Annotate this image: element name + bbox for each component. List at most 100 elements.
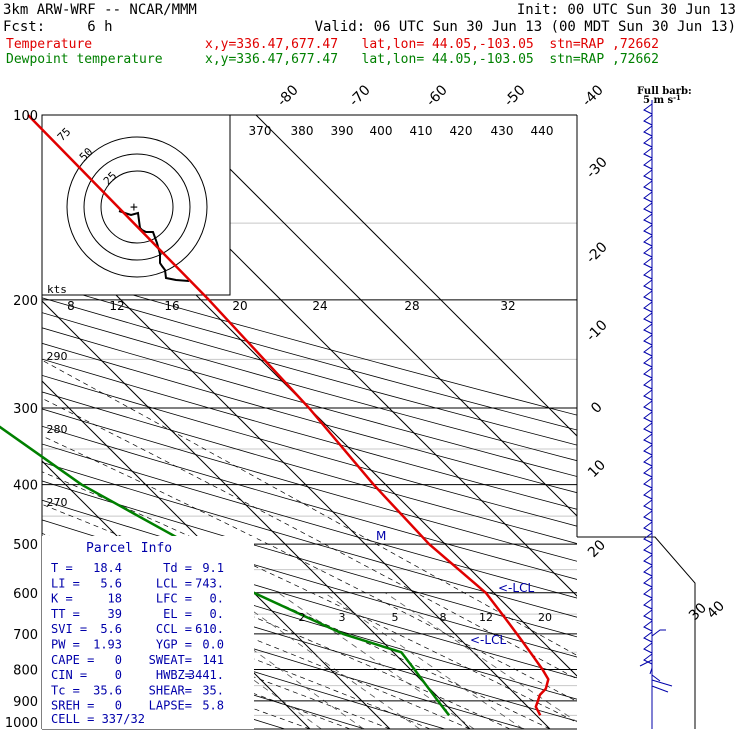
hodo-speed-label: 12: [109, 299, 124, 313]
lcl-lower-annotation: <-LCL: [470, 633, 506, 647]
wind-barb: [643, 356, 653, 368]
parcel-info-cell: 5.6: [100, 622, 122, 636]
isotherm: [42, 380, 391, 729]
hodo-speed-label: 20: [232, 299, 247, 313]
wind-barb: [643, 312, 653, 324]
isotherm-label: -40: [579, 82, 606, 109]
parcel-info-cell: T =: [51, 561, 73, 575]
theta-label: 370: [249, 124, 272, 138]
theta-label: 400: [370, 124, 393, 138]
isotherm: [42, 300, 471, 729]
wind-barb: [643, 631, 653, 643]
isotherm-label: 0: [588, 399, 606, 417]
hodo-speed-label: 16: [164, 299, 179, 313]
pressure-label: 500: [13, 538, 38, 553]
wind-barb: [649, 667, 653, 675]
isotherm-label: -80: [274, 82, 301, 109]
wind-barb: [643, 510, 653, 522]
wind-barb: [643, 235, 653, 247]
wind-barb: [643, 169, 653, 181]
wind-barb: [643, 576, 653, 588]
parcel-info-title: Parcel Info: [86, 541, 172, 556]
mixing-ratio-label: 2: [299, 611, 306, 624]
wind-barb: [643, 532, 653, 544]
parcel-info-cell: 39: [108, 607, 122, 621]
moist-adiabat: [42, 533, 511, 729]
dry-adiabat: [42, 461, 577, 618]
parcel-info-cell: 0: [115, 653, 122, 667]
wind-barb: [651, 629, 666, 637]
parcel-info-cell: 0.0: [202, 638, 224, 652]
theta-label: 380: [291, 124, 314, 138]
wind-barb: [651, 674, 661, 682]
parcel-marker: M: [376, 529, 386, 543]
pressure-label: 100: [13, 109, 38, 124]
wind-key-unit: 5 m s: [643, 95, 674, 106]
parcel-info-cell: SHEAR=: [149, 683, 192, 697]
parcel-info-cell: 5.8: [202, 699, 224, 713]
wind-barb: [643, 268, 653, 280]
dry-adiabat: [42, 443, 577, 599]
isotherm-label: -50: [501, 82, 528, 109]
dry-adiabat: [42, 342, 577, 494]
valid-time: Valid: 06 UTC Sun 30 Jun 13 (00 MDT Sun …: [315, 19, 736, 35]
parcel-cell: CELL = 337/32: [51, 712, 145, 726]
temperature-legend-info: x,y=336.47,677.47 lat,lon= 44.05,-103.05…: [205, 37, 659, 52]
wind-barb: [643, 400, 653, 412]
temperature-trace: [27, 114, 550, 716]
wind-barb: [643, 202, 653, 214]
lcl-upper-annotation: <-LCL: [498, 581, 534, 595]
wind-barb: [643, 587, 653, 599]
wind-barb: [643, 114, 653, 126]
hodograph-trace: [118, 210, 190, 282]
pressure-label: 400: [13, 479, 38, 494]
isotherm: [255, 115, 577, 437]
parcel-info-cell: 3441.: [188, 668, 224, 682]
dry-adiabat: [42, 268, 577, 416]
wind-barb: [643, 444, 653, 456]
dry-adiabat: [42, 327, 577, 477]
dry-adiabat: [42, 297, 577, 446]
isotherm-label: 40: [704, 598, 728, 622]
theta-label: 420: [450, 124, 473, 138]
isotherm-label: -20: [583, 239, 610, 266]
wind-barb: [643, 158, 653, 170]
wind-barb: [643, 367, 653, 379]
dry-adiabat: [42, 312, 577, 462]
parcel-info-cell: LCL =: [156, 576, 192, 590]
pressure-label: 300: [13, 402, 38, 417]
parcel-info-cell: YGP =: [156, 638, 192, 652]
mixing-ratio-line: [324, 592, 524, 729]
wind-barb: [643, 543, 653, 555]
parcel-info-cell: K =: [51, 592, 73, 606]
hodo-center-mark: +: [130, 200, 138, 215]
wind-barb: [643, 191, 653, 203]
parcel-info-cell: 610.: [195, 622, 224, 636]
wind-barb: [643, 323, 653, 335]
theta-label: 430: [491, 124, 514, 138]
hodo-speed-label: 24: [312, 299, 327, 313]
hodo-speed-label: 28: [404, 299, 419, 313]
parcel-info-cell: 141: [202, 653, 224, 667]
parcel-info-cell: 0: [115, 699, 122, 713]
wind-barb: [643, 301, 653, 313]
wind-barb: [643, 466, 653, 478]
wind-key-line2: 5 m s-1: [643, 93, 681, 106]
moist-adiabat: [42, 359, 577, 656]
parcel-info-cell: 9.1: [202, 561, 224, 575]
theta-e-label: 270: [47, 496, 68, 509]
parcel-info-cell: 1.93: [93, 638, 122, 652]
dry-adiabat: [42, 604, 445, 729]
wind-barbs: [639, 100, 673, 729]
mixing-ratio-label: 12: [479, 611, 493, 624]
mixing-ratio-label: 8: [440, 611, 447, 624]
hodo-speed-label: 8: [67, 299, 75, 313]
isotherm-label: -60: [423, 82, 450, 109]
parcel-info-cell: Td =: [163, 561, 192, 575]
wind-barb: [643, 554, 653, 566]
wind-barb: [643, 224, 653, 236]
wind-barb: [643, 499, 653, 511]
hodograph: 75 50 25 + kts: [41, 114, 231, 296]
